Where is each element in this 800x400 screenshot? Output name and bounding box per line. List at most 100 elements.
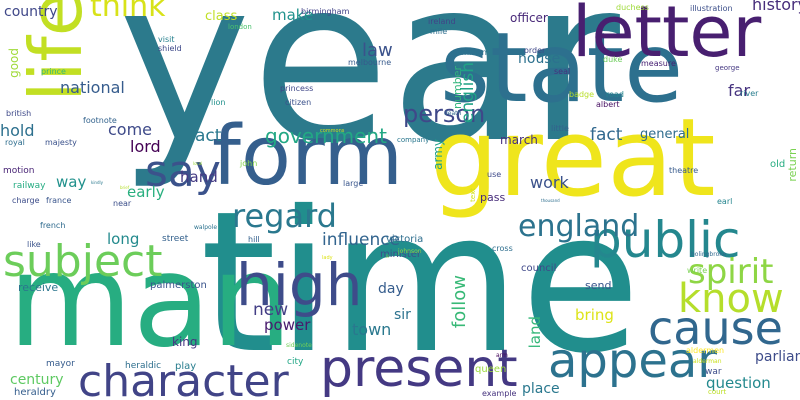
word-local: local	[193, 161, 203, 166]
word-london: london	[228, 23, 252, 31]
word-mayor: mayor	[46, 359, 75, 369]
word-present: present	[320, 339, 518, 399]
word-public: public	[590, 211, 741, 269]
word-place: place	[522, 381, 560, 397]
word-national: national	[60, 78, 125, 97]
word-albert: albert	[596, 100, 620, 109]
word-power: power	[264, 316, 311, 334]
word-hill: hill	[248, 235, 260, 244]
word-commons: commons	[320, 128, 345, 134]
word-alderman: alderman	[693, 358, 722, 365]
word-person: person	[403, 100, 486, 128]
word-sidenote: sidenote	[286, 342, 312, 349]
word-use: use	[487, 170, 502, 179]
word-palmerston: palmerston	[150, 280, 207, 291]
word-state: state	[440, 12, 684, 124]
word-near: near	[113, 199, 132, 208]
word-say: say	[145, 146, 221, 197]
word-lion: lion	[211, 98, 226, 107]
word-country: country	[4, 4, 58, 20]
word-badge: badge	[569, 90, 595, 99]
word-parliament: parliament	[755, 349, 800, 365]
word-princess: princess	[280, 84, 314, 93]
word-prince: prince	[41, 67, 66, 76]
word-act: act	[195, 126, 222, 146]
word-arm: arm	[496, 352, 508, 359]
word-england: england	[518, 209, 640, 244]
word-cause: cause	[648, 301, 783, 355]
word-council: council	[521, 263, 557, 274]
word-receive: receive	[18, 281, 59, 294]
word-duke: duke	[603, 55, 623, 64]
word-house: house	[518, 51, 561, 67]
word-question: question	[706, 374, 771, 392]
word-measure: measure	[641, 59, 676, 68]
word-motion: motion	[3, 166, 35, 176]
word-lil: lil	[386, 254, 390, 259]
word-king: king	[172, 335, 198, 349]
word-bolingbroke: bolingbroke	[691, 251, 727, 258]
word-century: century	[10, 372, 64, 388]
word-ireland: ireland	[428, 17, 456, 26]
word-citizen: citizen	[285, 98, 312, 107]
word-return: return	[786, 148, 799, 182]
word-seal: seal	[554, 67, 571, 76]
word-minister: minister	[380, 249, 422, 260]
word-bring: bring	[575, 306, 614, 324]
word-brief: brief	[120, 185, 130, 190]
word-regard: regard	[232, 197, 337, 235]
word-army: army	[431, 139, 445, 170]
word-heraldic: heraldic	[125, 361, 162, 371]
word-order: order	[524, 46, 546, 55]
word-man: man	[8, 227, 293, 376]
word-queen: queen	[475, 364, 507, 375]
word-form: form	[212, 109, 404, 204]
word-law: law	[362, 40, 393, 61]
word-george: george	[715, 64, 740, 72]
word-time: time	[200, 169, 641, 396]
word-lord: lord	[130, 137, 161, 156]
word-new: new	[253, 300, 289, 320]
word-way: way	[56, 173, 87, 191]
word-letter: letter	[572, 0, 762, 73]
word-hold: hold	[0, 121, 35, 140]
word-thousand: thousand	[541, 198, 560, 203]
word-make: make	[272, 6, 314, 24]
word-city: city	[287, 357, 304, 367]
word-heraldry: heraldry	[14, 387, 56, 398]
word-fact: fact	[590, 125, 623, 145]
word-france: france	[46, 196, 72, 205]
word-war: war	[705, 367, 722, 377]
word-number: number	[451, 66, 464, 109]
word-far: far	[728, 81, 751, 100]
word-illustration: illustration	[690, 4, 733, 13]
word-british: british	[6, 109, 32, 118]
word-work: work	[530, 173, 569, 192]
word-cross: cross	[492, 244, 513, 253]
word-spirit: spirit	[688, 252, 774, 292]
word-aldermen: aldermen	[686, 346, 725, 355]
word-like: like	[27, 240, 41, 249]
word-company: company	[397, 136, 430, 144]
word-street: street	[162, 234, 189, 244]
word-appear: appear	[548, 333, 718, 389]
word-land: land	[526, 316, 544, 349]
word-duchess: duchess	[616, 3, 649, 12]
word-common: common	[452, 48, 487, 57]
word-victoria: victoria	[386, 234, 424, 245]
word-old: old	[770, 159, 786, 170]
word-death: death	[444, 110, 462, 117]
word-charge: charge	[12, 196, 40, 205]
word-walpole: walpole	[194, 224, 218, 231]
word-follow: follow	[449, 275, 470, 329]
word-class: class	[205, 9, 238, 24]
word-know: know	[678, 276, 784, 322]
word-court: court	[708, 388, 727, 396]
word-send: send	[585, 279, 612, 292]
word-character: character	[78, 356, 289, 400]
word-road: road	[606, 90, 624, 99]
word-town: town	[352, 320, 392, 339]
word-earl: earl	[717, 197, 733, 206]
word-subject: subject	[3, 236, 163, 287]
